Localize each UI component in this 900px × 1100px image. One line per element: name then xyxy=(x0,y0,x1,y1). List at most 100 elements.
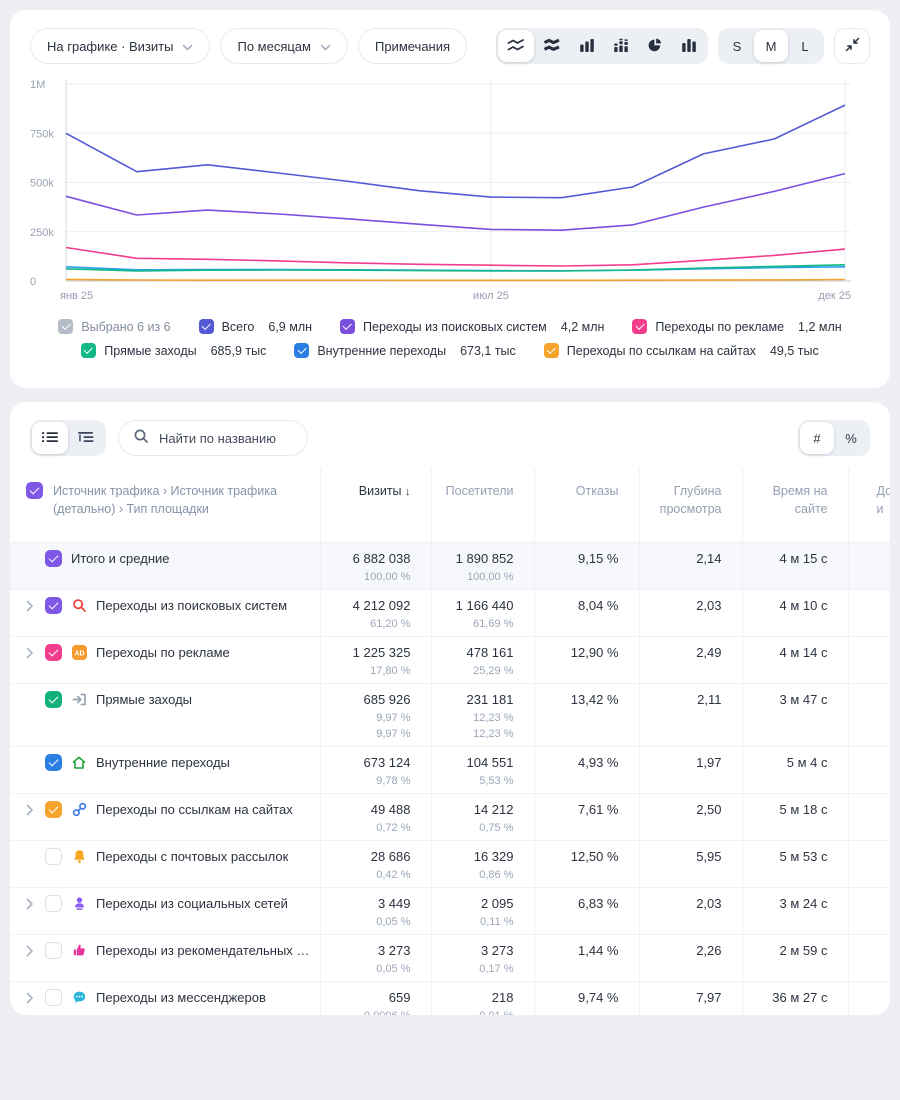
traffic-line-chart[interactable]: 0250k500k750k1Mянв 25июл 25дек 25 xyxy=(30,76,870,313)
column-header-глубина-просмотра[interactable]: Глубина просмотра xyxy=(639,468,742,542)
period-dropdown-button[interactable]: По месяцам xyxy=(220,28,348,64)
number-format-toggle: #% xyxy=(798,420,870,456)
chart-line[interactable] xyxy=(66,265,845,271)
row-checkbox[interactable] xyxy=(45,989,62,1006)
cell-percent: 0,17 % xyxy=(432,962,514,976)
row-checkbox[interactable] xyxy=(45,754,62,771)
row-checkbox[interactable] xyxy=(45,550,62,567)
svg-text:AD: AD xyxy=(74,650,84,657)
source-name-label[interactable]: Переходы из социальных сетей xyxy=(96,896,288,911)
legend-item[interactable]: Всего6,9 млн xyxy=(199,319,312,334)
line-chart-button[interactable] xyxy=(498,30,534,62)
chart-line[interactable] xyxy=(66,279,845,280)
column-header-посетители[interactable]: Посетители xyxy=(431,468,534,542)
flat-list-button[interactable] xyxy=(32,422,68,454)
source-name-label[interactable]: Переходы по рекламе xyxy=(96,645,230,660)
cell-value: 2,49 xyxy=(640,644,722,662)
cell-value: 1 225 325 xyxy=(321,644,411,662)
cell-visits: 28 6860,42 % xyxy=(320,840,431,887)
legend-summary[interactable]: Выбрано 6 из 6 xyxy=(58,319,170,334)
size-m-button[interactable]: M xyxy=(754,30,788,62)
stacked-area-chart-button[interactable] xyxy=(534,30,570,62)
legend-item-value: 1,2 млн xyxy=(798,320,842,334)
stacked-bar-chart-button[interactable] xyxy=(604,30,638,62)
cell-value: 104 551 xyxy=(432,754,514,772)
collapse-chart-button[interactable] xyxy=(834,28,870,64)
cell-percent: 17,80 % xyxy=(321,664,411,678)
cell-value: 9,74 % xyxy=(535,989,619,1007)
cell-bounce: 6,83 % xyxy=(534,887,639,934)
search-field[interactable] xyxy=(118,420,308,456)
legend-checkbox[interactable] xyxy=(81,343,96,358)
expand-chevron-icon[interactable] xyxy=(26,647,36,659)
cell-source-name: Переходы из мессенджеров xyxy=(10,981,320,1015)
search-input[interactable] xyxy=(157,430,293,447)
legend-item[interactable]: Переходы по ссылкам на сайтах49,5 тыс xyxy=(544,343,819,358)
legend-checkbox[interactable] xyxy=(199,319,214,334)
cell-value: 2,03 xyxy=(640,597,722,615)
row-checkbox[interactable] xyxy=(45,801,62,818)
source-name-label[interactable]: Итого и средние xyxy=(71,551,169,566)
legend-checkbox[interactable] xyxy=(544,343,559,358)
legend-item[interactable]: Внутренние переходы673,1 тыс xyxy=(294,343,515,358)
expand-chevron-icon[interactable] xyxy=(26,804,36,816)
row-checkbox[interactable] xyxy=(45,691,62,708)
cell-clipped xyxy=(848,683,890,746)
size-l-button[interactable]: L xyxy=(788,30,822,62)
cell-value: 5,95 xyxy=(640,848,722,866)
chart-type-toggle xyxy=(496,28,708,64)
table-toolbar: #% xyxy=(10,402,890,468)
cell-depth: 2,03 xyxy=(639,589,742,636)
expand-chevron-icon[interactable] xyxy=(26,992,36,1004)
expand-chevron-icon[interactable] xyxy=(26,898,36,910)
table-row: Переходы с почтовых рассылок 28 6860,42 %… xyxy=(10,840,890,887)
source-name-label[interactable]: Прямые заходы xyxy=(96,692,192,707)
row-checkbox[interactable] xyxy=(45,597,62,614)
source-name-label[interactable]: Внутренние переходы xyxy=(96,755,230,770)
bar-chart-button[interactable] xyxy=(570,30,604,62)
size-s-button[interactable]: S xyxy=(720,30,754,62)
messenger-icon xyxy=(71,990,87,1006)
source-name-label[interactable]: Переходы из поисковых систем xyxy=(96,598,287,613)
column-chart-button[interactable] xyxy=(672,30,706,62)
row-checkbox[interactable] xyxy=(45,942,62,959)
table-row: Переходы из поисковых систем4 212 09261,… xyxy=(10,589,890,636)
expand-chevron-icon[interactable] xyxy=(26,600,36,612)
source-name-label[interactable]: Переходы из рекомендательных сист… xyxy=(96,943,312,958)
pie-chart-button[interactable] xyxy=(638,30,672,62)
cell-visits: 49 4880,72 % xyxy=(320,793,431,840)
format-hash-button[interactable]: # xyxy=(800,422,834,454)
legend-checkbox[interactable] xyxy=(58,319,73,334)
row-checkbox[interactable] xyxy=(45,644,62,661)
stacked-bar-chart-icon xyxy=(613,38,629,55)
legend-checkbox[interactable] xyxy=(632,319,647,334)
column-header-clipped[interactable]: Дои xyxy=(848,468,890,542)
tree-list-button[interactable] xyxy=(68,422,104,454)
notes-button[interactable]: Примечания xyxy=(358,28,467,64)
legend-checkbox[interactable] xyxy=(340,319,355,334)
source-name-label[interactable]: Переходы по ссылкам на сайтах xyxy=(96,802,293,817)
legend-item[interactable]: Переходы из поисковых систем4,2 млн xyxy=(340,319,604,334)
chart-line[interactable] xyxy=(66,105,845,198)
column-header-визиты[interactable]: Визиты ↓ xyxy=(320,468,431,542)
cell-value: 12,50 % xyxy=(535,848,619,866)
column-header-dimension[interactable]: Источник трафика › Источник трафика (дет… xyxy=(10,468,320,542)
legend-item[interactable]: Переходы по рекламе1,2 млн xyxy=(632,319,841,334)
row-checkbox[interactable] xyxy=(45,848,62,865)
cell-visitors: 1 890 852100,00 % xyxy=(431,542,534,589)
source-name-label[interactable]: Переходы из мессенджеров xyxy=(96,990,266,1005)
table-row: Внутренние переходы673 1249,78 %104 5515… xyxy=(10,746,890,793)
legend-checkbox[interactable] xyxy=(294,343,309,358)
column-header-отказы[interactable]: Отказы xyxy=(534,468,639,542)
column-header-время-на-сайте[interactable]: Время на сайте xyxy=(742,468,848,542)
chart-line[interactable] xyxy=(66,248,845,267)
expand-chevron-icon[interactable] xyxy=(26,945,36,957)
legend-item[interactable]: Прямые заходы685,9 тыс xyxy=(81,343,266,358)
metric-dropdown-button[interactable]: На графике · Визиты xyxy=(30,28,210,64)
cell-visitors: 16 3290,86 % xyxy=(431,840,534,887)
cell-value: 3 273 xyxy=(321,942,411,960)
source-name-label[interactable]: Переходы с почтовых рассылок xyxy=(96,849,288,864)
format-percent-button[interactable]: % xyxy=(834,422,868,454)
select-all-checkbox[interactable] xyxy=(26,482,43,499)
row-checkbox[interactable] xyxy=(45,895,62,912)
